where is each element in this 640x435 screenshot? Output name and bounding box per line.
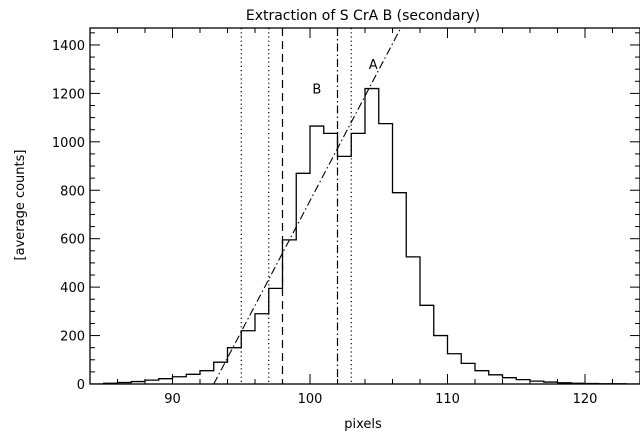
y-tick-label: 800 — [60, 184, 85, 199]
plot-area: BA — [90, 28, 640, 384]
background-fit-line — [213, 28, 402, 384]
x-tick-label: 120 — [573, 392, 598, 407]
x-tick-label: 90 — [164, 392, 181, 407]
annotation-b: B — [312, 82, 321, 97]
y-tick-label: 1200 — [52, 87, 85, 102]
histogram-line — [90, 87, 640, 384]
y-tick-label: 200 — [60, 330, 85, 345]
y-tick-label: 1000 — [52, 136, 85, 151]
y-tick-label: 400 — [60, 281, 85, 296]
y-axis-label: [average counts] — [13, 150, 28, 261]
annotation-a: A — [369, 58, 378, 73]
y-tick-label: 1400 — [52, 39, 85, 54]
y-tick-label: 0 — [77, 378, 85, 393]
x-axis-label: pixels — [344, 417, 382, 432]
x-tick-label: 100 — [298, 392, 323, 407]
chart-title: Extraction of S CrA B (secondary) — [246, 8, 480, 24]
plot-frame — [89, 27, 640, 385]
y-tick-label: 600 — [60, 233, 85, 248]
x-tick-label: 110 — [435, 392, 460, 407]
